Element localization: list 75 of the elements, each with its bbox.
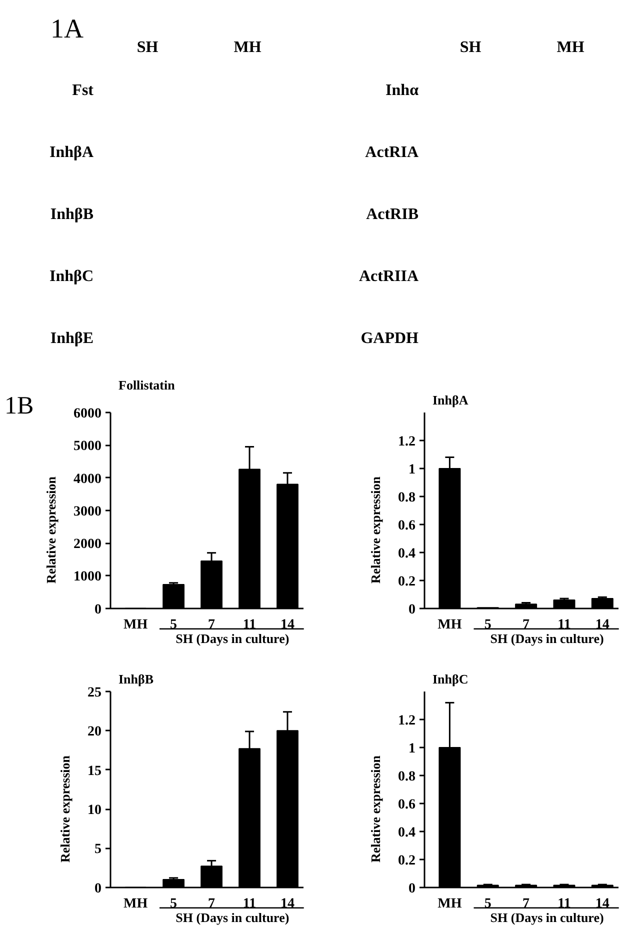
y-tick-label: 1.2: [398, 713, 416, 728]
y-tick-label: 5000: [74, 439, 102, 454]
chart-title: InhβC: [432, 672, 468, 686]
chart-title: InhβA: [432, 392, 469, 408]
y-axis-title: Relative expression: [58, 754, 72, 862]
y-tick-label: 0.2: [398, 574, 416, 590]
x-axis-title: SH (Days in culture): [490, 630, 604, 646]
y-tick-label: 0.6: [398, 797, 416, 812]
x-tick-label: MH: [124, 617, 148, 632]
x-tick-label: 14: [595, 896, 610, 912]
y-tick-label: 0: [94, 881, 102, 896]
y-tick-label: 1: [408, 462, 416, 478]
x-tick-label: 7: [208, 896, 216, 912]
x-axis-title: SH (Days in culture): [176, 910, 290, 925]
y-tick-label: 1: [408, 741, 416, 756]
text: 1B: [4, 392, 34, 420]
text: ActRIB: [366, 206, 419, 223]
chart-title: Follistatin: [118, 378, 176, 392]
x-tick-label: 14: [595, 617, 610, 632]
text: Inhα: [386, 82, 419, 99]
category-label: SH: [460, 39, 482, 56]
category-label: SH: [136, 39, 159, 56]
chart-title: InhβB: [118, 672, 154, 686]
y-tick-label: 2000: [74, 537, 102, 552]
y-tick-label: 3000: [74, 504, 102, 520]
y-tick-label: 0.8: [398, 490, 416, 506]
y-tick-label: 20: [88, 724, 102, 740]
x-tick-label: 5: [484, 617, 492, 632]
x-tick-label: 5: [170, 896, 178, 912]
y-tick-label: 0.4: [398, 825, 416, 840]
category-label: MH: [234, 39, 262, 56]
text: 1A: [50, 14, 84, 44]
text: ActRIA: [365, 144, 419, 161]
y-axis-title: Relative expression: [44, 476, 58, 584]
y-tick-label: 25: [88, 686, 102, 700]
y-tick-label: 1000: [74, 570, 102, 585]
text: ActRIIA: [358, 268, 419, 285]
x-tick-label: MH: [438, 617, 462, 632]
x-tick-label: MH: [438, 896, 462, 912]
y-tick-label: 0.4: [398, 546, 416, 562]
x-tick-label: 11: [242, 896, 256, 912]
y-tick-label: 5: [94, 842, 102, 858]
x-tick-label: MH: [124, 896, 148, 912]
text: InhβA: [49, 144, 94, 161]
x-tick-label: 11: [558, 617, 571, 632]
y-tick-label: 0: [94, 602, 102, 618]
y-tick-label: 4000: [74, 472, 102, 487]
y-tick-label: 10: [88, 803, 102, 818]
x-axis-title: SH (Days in culture): [490, 910, 604, 925]
y-axis-title: Relative expression: [368, 476, 383, 584]
x-axis-title: SH (Days in culture): [176, 630, 290, 646]
text: Fst: [72, 82, 94, 99]
y-tick-label: 0: [408, 602, 416, 618]
text: InhβE: [50, 330, 94, 347]
y-tick-label: 0.6: [398, 518, 416, 534]
y-tick-label: 0.8: [398, 769, 416, 784]
x-tick-label: 5: [170, 617, 178, 632]
x-tick-label: 11: [242, 617, 256, 632]
x-tick-label: 7: [208, 617, 216, 632]
x-tick-label: 14: [280, 617, 295, 632]
y-tick-label: 6000: [74, 406, 102, 422]
text: InhβB: [50, 206, 94, 223]
category-label: MH: [556, 39, 584, 56]
x-tick-label: 7: [522, 896, 530, 912]
x-tick-label: 5: [484, 896, 492, 912]
x-tick-label: 11: [558, 896, 571, 912]
y-axis-title: Relative expression: [368, 754, 383, 862]
y-tick-label: 0: [408, 881, 416, 896]
text: GAPDH: [360, 330, 420, 347]
x-tick-label: 14: [280, 896, 295, 912]
y-tick-label: 15: [88, 764, 102, 779]
y-tick-label: 0.2: [398, 853, 416, 868]
y-tick-label: 1.2: [398, 434, 416, 450]
text: InhβC: [49, 268, 94, 285]
x-tick-label: 7: [522, 617, 530, 632]
